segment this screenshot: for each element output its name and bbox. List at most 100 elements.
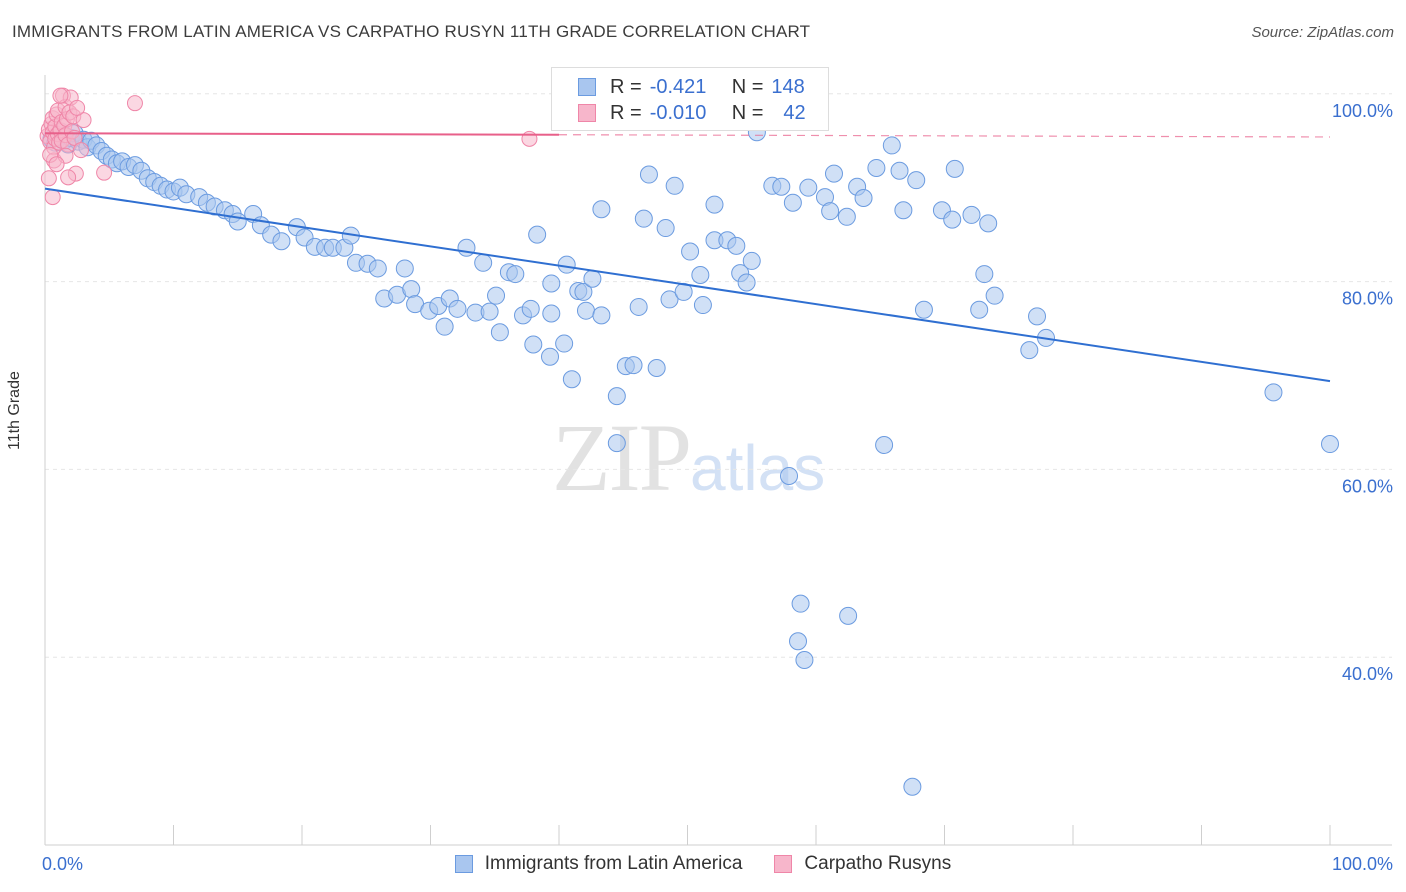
x-tick-label: 100.0% [1332,854,1393,874]
data-point-latin-america [541,347,560,366]
data-point-latin-america [656,219,675,238]
series1-swatch [578,78,596,96]
r-label: R = [610,101,642,124]
data-point-latin-america [506,265,525,284]
r-label: R = [610,75,642,98]
data-point-latin-america [562,370,581,389]
data-point-latin-america [985,286,1004,305]
y-tick-label: 60.0% [1342,476,1393,496]
watermark-atlas: atlas [690,432,826,504]
series1-r-value: -0.421 [649,75,707,98]
data-point-latin-america [457,238,476,257]
data-point-latin-america [624,356,643,375]
data-point-latin-america [592,306,611,325]
data-point-latin-america [979,214,998,233]
data-point-latin-america [789,632,808,651]
data-point-latin-america [435,317,454,336]
series2-legend-label: Carpatho Rusyns [804,853,952,874]
series2-legend-swatch [774,855,793,873]
data-point-latin-america [592,200,611,219]
data-point-latin-america [542,274,561,293]
y-tick-label: 40.0% [1342,664,1393,684]
data-point-latin-america [528,225,547,244]
data-point-latin-america [474,253,493,272]
data-point-carpatho-rusyns [52,87,69,104]
bottom-legend-item-series2: Carpatho Rusyns [774,853,951,875]
series1-legend-swatch [454,855,473,873]
data-point-latin-america [1020,341,1039,360]
data-point-latin-america [576,301,595,320]
data-point-latin-america [780,466,799,485]
series2-r-value: -0.010 [649,101,707,124]
series1-n-value: 148 [771,75,805,98]
watermark-zip: ZIP [552,404,692,511]
bottom-legend-item-series1: Immigrants from Latin America [454,853,743,875]
data-point-latin-america [480,302,499,321]
data-point-latin-america [875,435,894,454]
data-point-latin-america [228,212,247,231]
data-point-latin-america [557,255,576,274]
data-point-latin-america [742,251,761,270]
data-point-latin-america [890,161,909,180]
data-point-latin-america [607,387,626,406]
data-point-latin-america [607,434,626,453]
data-point-carpatho-rusyns [126,95,143,112]
data-point-latin-america [727,236,746,255]
series1-legend-label: Immigrants from Latin America [484,853,743,874]
data-point-latin-america [681,242,700,261]
data-point-latin-america [448,299,467,318]
data-point-carpatho-rusyns [44,189,61,206]
source-label: Source: ZipAtlas.com [1251,24,1394,41]
trend-line-latin-america [44,187,1331,383]
data-point-latin-america [970,300,989,319]
data-point-latin-america [555,334,574,353]
data-point-carpatho-rusyns [60,169,77,186]
n-label: N = [731,75,764,98]
data-point-latin-america [975,265,994,284]
data-point-latin-america [639,165,658,184]
data-point-latin-america [542,304,561,323]
data-point-latin-america [521,299,540,318]
data-point-carpatho-rusyns [40,170,57,187]
data-point-latin-america [795,651,814,670]
data-point-latin-america [660,290,679,309]
data-point-latin-america [1264,383,1283,402]
trend-line-carpatho-rusyns-extension [558,134,1331,138]
y-tick-label: 100.0% [1332,101,1393,121]
stats-legend-row-series1: R = -0.421 N = 148 [552,74,805,100]
data-point-latin-america [1321,435,1339,454]
data-point-latin-america [629,297,648,316]
data-point-latin-america [402,280,421,299]
data-point-latin-america [574,282,593,301]
watermark: ZIPatlas [552,402,825,513]
data-point-latin-america [665,176,684,195]
data-point-carpatho-rusyns [521,130,538,147]
data-point-latin-america [737,273,756,292]
data-point-latin-america [867,158,886,177]
series2-swatch [578,104,596,122]
data-point-latin-america [882,136,901,155]
stats-legend: R = -0.421 N = 148 R = -0.010 N = 42 [551,67,829,131]
series2-n-value: 42 [783,101,806,124]
data-point-carpatho-rusyns [69,99,86,116]
data-point-latin-america [583,269,602,288]
data-point-latin-america [395,259,414,278]
data-point-latin-america [903,777,922,796]
data-point-latin-america [962,205,981,224]
data-point-latin-america [839,606,858,625]
x-tick-label: 0.0% [42,854,83,874]
data-point-latin-america [691,266,710,285]
chart-title: IMMIGRANTS FROM LATIN AMERICA VS CARPATH… [12,22,811,41]
data-point-latin-america [524,335,543,354]
data-point-carpatho-rusyns [72,142,89,159]
data-point-latin-america [1028,307,1047,326]
data-point-latin-america [772,177,791,196]
data-point-latin-america [783,193,802,212]
data-point-latin-america [490,323,509,342]
data-point-latin-america [854,189,873,208]
y-axis-title: 11th Grade [6,371,23,450]
data-point-carpatho-rusyns [96,164,113,181]
data-point-latin-america [368,259,387,278]
data-point-latin-america [945,159,964,178]
